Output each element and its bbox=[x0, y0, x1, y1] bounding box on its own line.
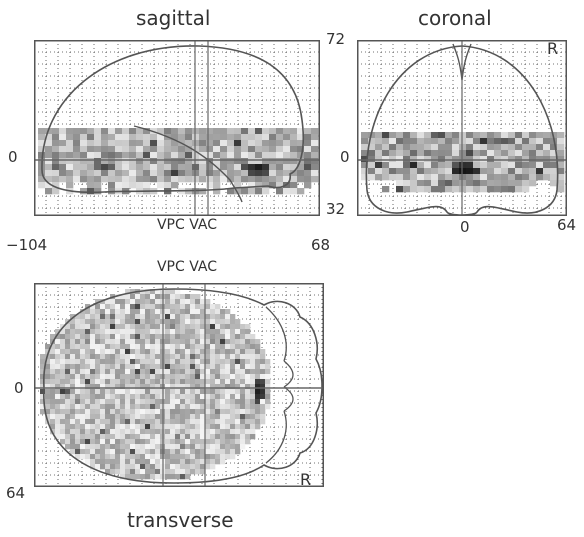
sagittal-view bbox=[34, 40, 320, 216]
sagittal-zero-label: 0 bbox=[8, 148, 18, 166]
transverse-cerebellum-lobes bbox=[265, 306, 294, 464]
sagittal-xmin-label: −104 bbox=[6, 236, 48, 254]
coronal-zero-label: 0 bbox=[340, 148, 350, 166]
transverse-brain-outline bbox=[43, 288, 323, 484]
sagittal-title: sagittal bbox=[136, 6, 211, 30]
transverse-activation bbox=[40, 289, 271, 480]
sagittal-brain-outline bbox=[41, 45, 305, 194]
sagittal-cerebellum-line bbox=[133, 125, 243, 203]
coronal-brain-outline bbox=[365, 45, 559, 216]
transverse-title: transverse bbox=[127, 508, 234, 532]
transverse-view bbox=[34, 283, 324, 487]
coronal-title: coronal bbox=[418, 6, 492, 30]
transverse-bottom-label: 64 bbox=[6, 484, 26, 502]
coronal-top-label: 72 bbox=[326, 30, 346, 48]
coronal-view bbox=[357, 40, 567, 216]
transverse-frame bbox=[34, 283, 324, 487]
sagittal-activation bbox=[38, 128, 319, 195]
coronal-r-label: R bbox=[547, 39, 559, 58]
coronal-activation bbox=[361, 132, 565, 193]
transverse-r-label: R bbox=[300, 470, 312, 489]
transverse-vpc-vac-label: VPC VAC bbox=[156, 259, 218, 275]
coronal-bottom-label: 32 bbox=[326, 200, 346, 218]
coronal-frame bbox=[357, 40, 567, 216]
coronal-x-zero-label: 0 bbox=[460, 218, 470, 236]
coronal-xmax-label: 64 bbox=[557, 216, 577, 234]
transverse-zero-label: 0 bbox=[14, 379, 24, 397]
sagittal-vpc-vac-label: VPC VAC bbox=[156, 217, 218, 233]
sagittal-xmax-label: 68 bbox=[311, 236, 331, 254]
sagittal-frame bbox=[34, 40, 320, 216]
